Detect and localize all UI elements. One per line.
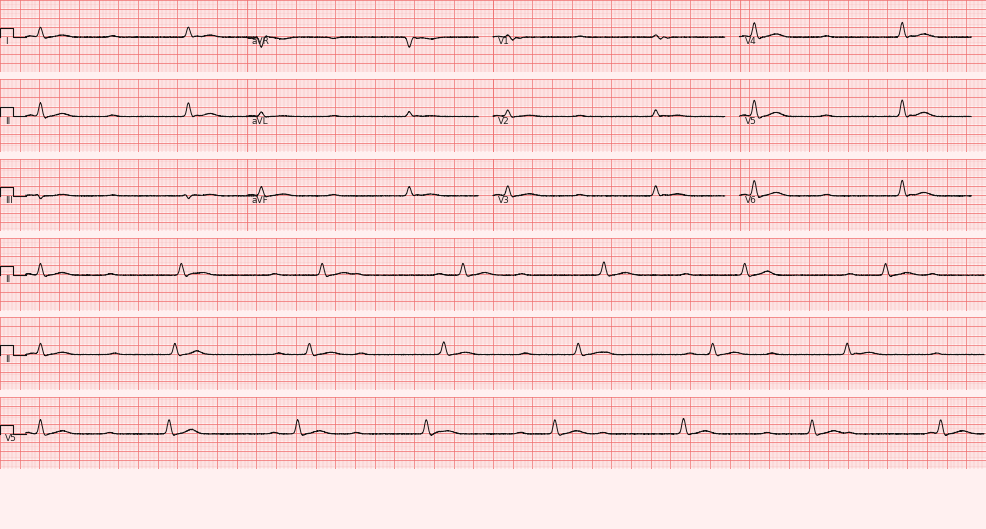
- Text: V4: V4: [744, 38, 756, 47]
- Text: V2: V2: [498, 117, 510, 126]
- Text: II: II: [5, 276, 10, 285]
- Text: III: III: [5, 196, 13, 205]
- Text: II: II: [5, 117, 10, 126]
- Text: V6: V6: [744, 196, 756, 205]
- Text: aVR: aVR: [251, 38, 269, 47]
- Text: V1: V1: [498, 38, 510, 47]
- Text: aVF: aVF: [251, 196, 268, 205]
- Text: V5: V5: [744, 117, 756, 126]
- Text: I: I: [5, 38, 8, 47]
- Text: V3: V3: [498, 196, 510, 205]
- Text: V5: V5: [5, 434, 17, 443]
- Text: II: II: [5, 355, 10, 364]
- Text: aVL: aVL: [251, 117, 268, 126]
